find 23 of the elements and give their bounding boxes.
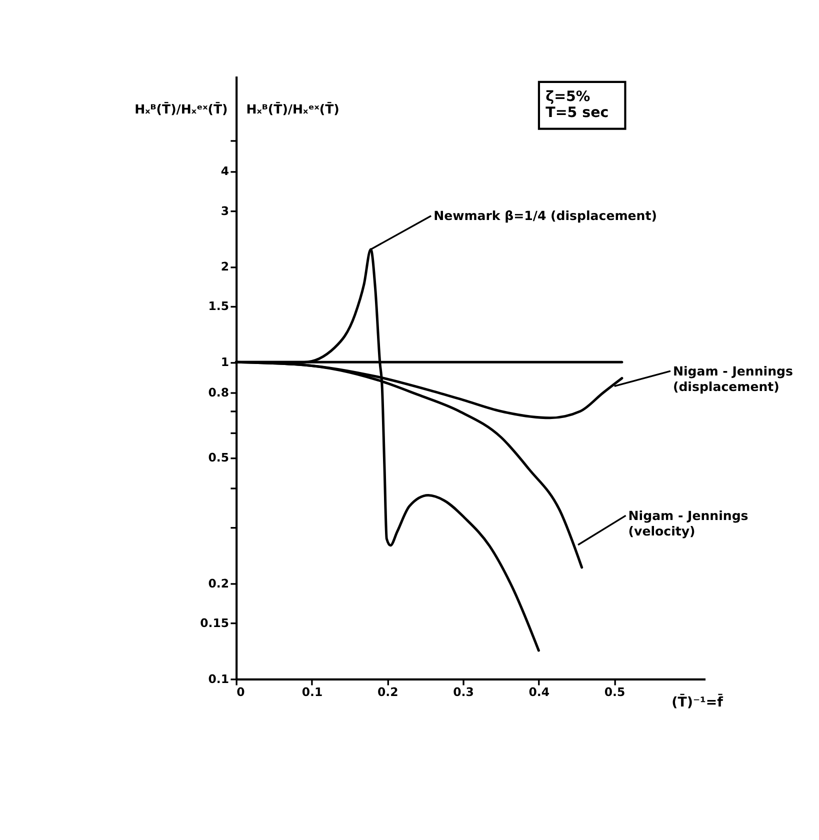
x-tick-label: 0.1 — [302, 685, 323, 700]
x-tick-label: 0.3 — [453, 685, 474, 700]
y-tick-label: 1.5 — [208, 299, 230, 314]
x-tick-label: 0.5 — [604, 685, 626, 700]
y-tick-label: 4 — [220, 164, 230, 178]
y-tick-label: 0.5 — [208, 450, 230, 464]
y-tick-label: 2 — [220, 260, 230, 274]
y-tick-label: 0.1 — [208, 672, 230, 686]
annotation: Nigam - Jennings (displacement) — [672, 363, 793, 394]
y-tick-label: 1 — [220, 354, 230, 369]
x-tick-label: 0 — [236, 685, 245, 700]
y-tick-label: 3 — [220, 204, 230, 218]
y-tick-label: 0.2 — [208, 576, 230, 590]
y-tick-label: 0.15 — [200, 616, 230, 630]
y-tick-label: 0.8 — [208, 386, 230, 400]
annotation: Hₓᴮ(T̄)/Hₓᵉˣ(T̄) — [246, 101, 340, 117]
x-tick-label: 0.2 — [377, 685, 398, 700]
x-tick-label: 0.4 — [528, 685, 550, 700]
annotation: ζ=5% T=5 sec — [546, 89, 609, 122]
y-axis-title: Hₓᴮ(T̄)/Hₓᵉˣ(T̄) — [134, 101, 228, 117]
annotation: Newmark β=1/4 (displacement) — [434, 208, 657, 224]
annotation: Nigam - Jennings (velocity) — [628, 508, 748, 539]
x-axis-title: (T̄)⁻¹=f̄ — [672, 693, 724, 711]
